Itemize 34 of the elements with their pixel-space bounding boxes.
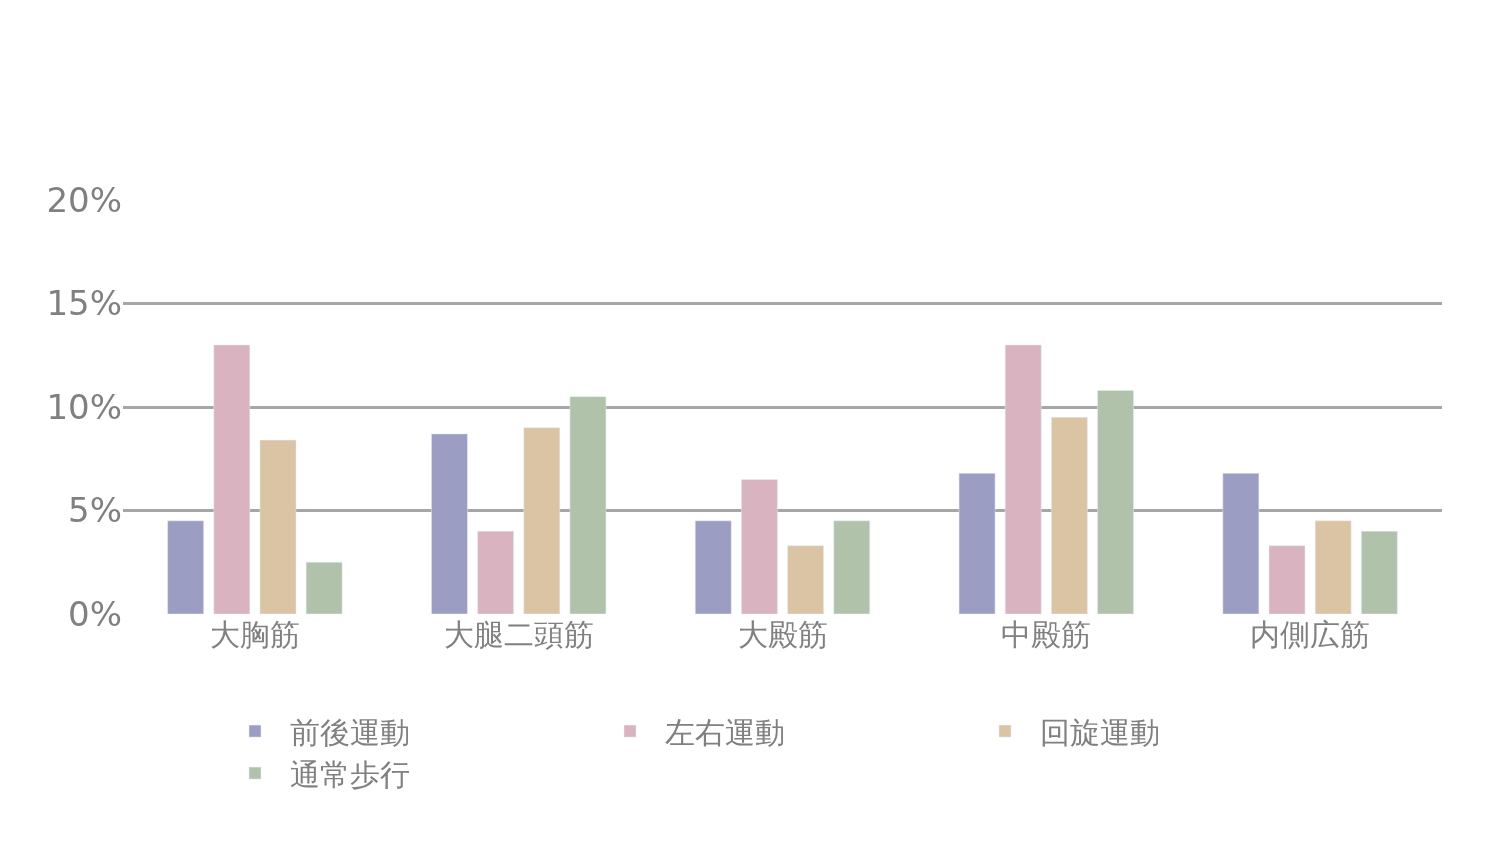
legend-label: 回旋運動	[1040, 714, 1160, 750]
legend-label: 前後運動	[290, 714, 410, 750]
y-tick-label: 15%	[46, 283, 122, 324]
bar	[1097, 390, 1134, 614]
bar	[1314, 520, 1352, 614]
bar	[477, 530, 514, 614]
y-tick-label: 0%	[68, 593, 122, 634]
bar	[431, 433, 468, 614]
bar	[787, 545, 824, 614]
x-tick-label: 内側広筋	[1250, 617, 1371, 652]
bar	[1268, 545, 1306, 614]
x-tick-label: 大腿二頭筋	[443, 617, 594, 652]
legend-label: 左右運動	[665, 714, 785, 750]
bar	[569, 396, 607, 614]
bar	[1004, 344, 1042, 614]
legend-label: 通常歩行	[290, 756, 410, 792]
bar	[1222, 472, 1260, 614]
bar	[1361, 530, 1398, 614]
bar	[1051, 417, 1088, 614]
bar	[741, 479, 778, 614]
y-tick-label: 5%	[68, 490, 122, 531]
bar	[833, 520, 870, 614]
x-tick-label: 大殿筋	[737, 617, 828, 652]
bar	[305, 562, 343, 614]
y-tick-label: 10%	[46, 386, 122, 427]
bar	[167, 520, 204, 614]
x-tick-label: 中殿筋	[1001, 617, 1092, 652]
y-tick-label: 20%	[46, 179, 122, 220]
bar	[958, 472, 996, 614]
bar	[695, 520, 732, 614]
bar	[523, 427, 561, 614]
bar	[213, 344, 251, 614]
bar	[259, 439, 297, 614]
x-tick-label: 大胸筋	[209, 617, 300, 652]
